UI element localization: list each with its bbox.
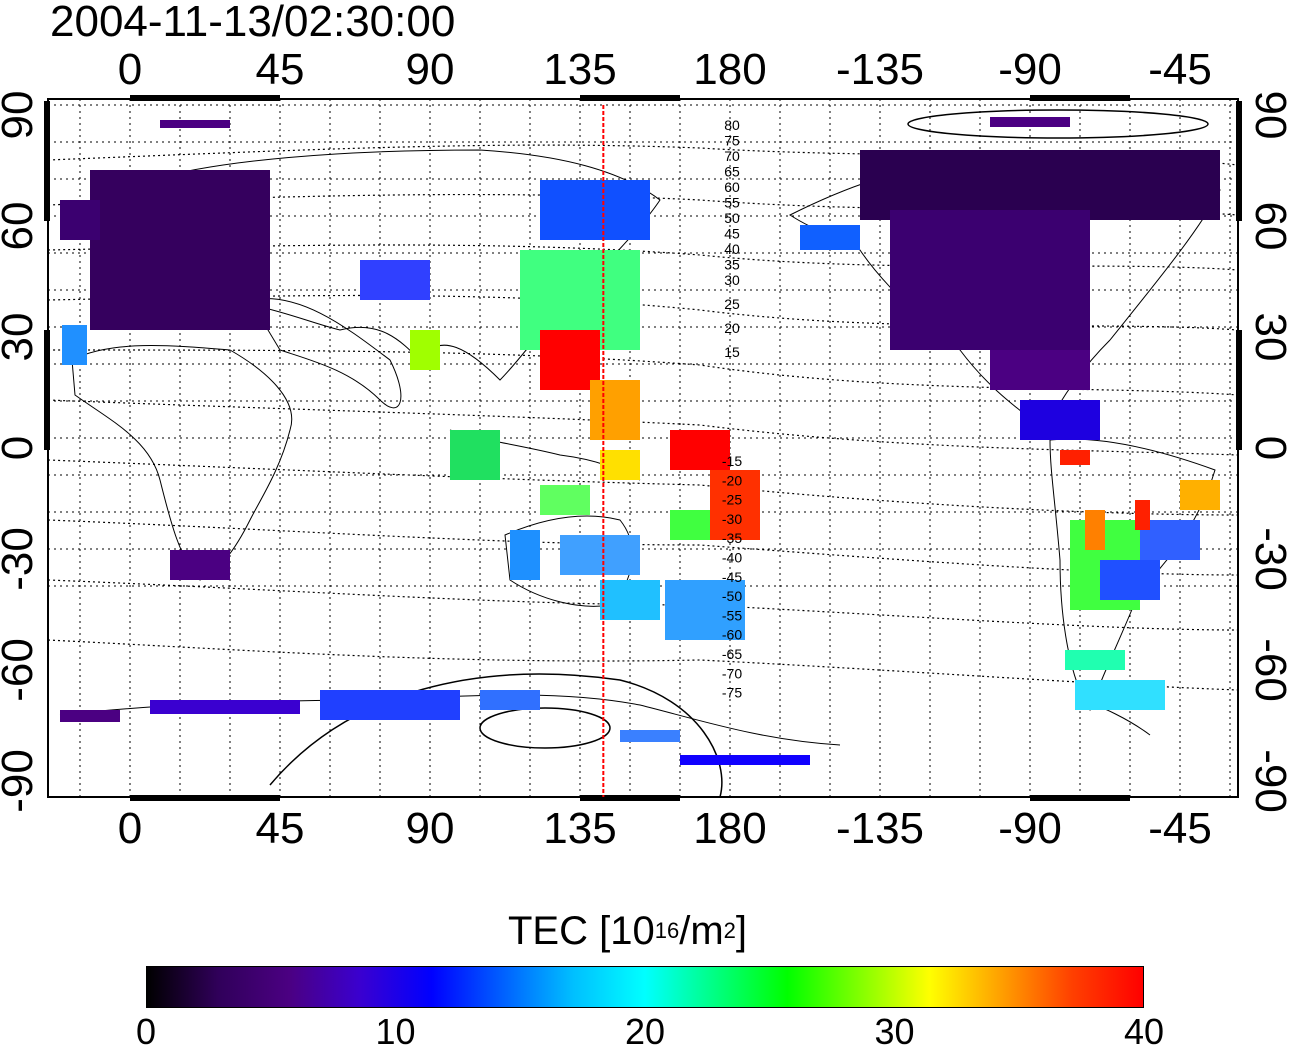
lat-label-left: 0 (0, 436, 42, 460)
lon-label-bottom: -90 (998, 804, 1062, 853)
lon-label-top: -90 (998, 45, 1062, 94)
dip-label: -35 (722, 530, 742, 546)
dip-label: 15 (724, 344, 740, 360)
dip-label: 60 (724, 179, 740, 195)
dip-label: 45 (724, 226, 740, 242)
tec-map: 0 45 90 135 180 -135 -90 -45 0 45 90 135 180 -135 -90… (0, 45, 1292, 853)
timestamp: 2004-11-13/02:30:00 (50, 0, 456, 46)
dip-label: -75 (722, 685, 742, 701)
tec-data-australia (510, 485, 745, 640)
colorbar-tick-label: 30 (874, 1011, 915, 1052)
tec-data-asia-pacific (360, 180, 760, 540)
colorbar-tick-label: 20 (624, 1011, 666, 1052)
lon-label-top: 90 (406, 45, 455, 94)
dip-label: -40 (722, 550, 742, 566)
lat-label-left: -60 (0, 638, 42, 702)
lat-label-left: 60 (0, 202, 42, 251)
tec-data-north-america (800, 150, 1220, 465)
dip-label: -25 (722, 492, 742, 508)
colorbar-title: TEC [1016/m2] (508, 909, 748, 953)
lon-label-top: -45 (1148, 45, 1212, 94)
dip-label: -15 (722, 453, 742, 469)
lon-label-bottom: 180 (693, 804, 766, 853)
dip-label: -20 (722, 472, 742, 488)
longitude-labels-top: 0 45 90 135 180 -135 -90 -45 (118, 45, 1212, 94)
dip-label: 75 (724, 133, 740, 149)
lon-label-top: 180 (693, 45, 766, 94)
dip-label: 50 (724, 210, 740, 226)
colorbar (146, 966, 1144, 1008)
frame-edge-bars (44, 95, 1242, 801)
dip-label: -65 (722, 646, 742, 662)
dip-label: 55 (724, 195, 740, 211)
colorbar-tick-label: 0 (135, 1011, 157, 1052)
tec-data-south-america (1065, 480, 1220, 710)
latitude-labels-right: 90 60 30 0 -30 -60 -90 (1246, 91, 1292, 813)
dip-label: 20 (724, 320, 740, 336)
colorbar-tick-label: 10 (375, 1011, 416, 1052)
lat-label-right: -60 (1246, 638, 1292, 702)
lat-label-right: 30 (1246, 313, 1292, 362)
lat-label-left: -90 (0, 749, 42, 813)
latitude-labels-left: 90 60 30 0 -30 -60 -90 (0, 91, 42, 813)
dip-label: -50 (722, 588, 742, 604)
longitude-labels-bottom: 0 45 90 135 180 -135 -90 -45 (118, 804, 1212, 853)
dip-label: 70 (724, 148, 740, 164)
lat-label-right: -30 (1246, 527, 1292, 591)
colorbar-tick-label: 40 (1123, 1011, 1165, 1052)
dip-pole-contours (269, 109, 1209, 797)
dip-label: -55 (722, 607, 742, 623)
lon-label-top: 135 (543, 45, 616, 94)
lon-label-bottom: 45 (256, 804, 305, 853)
lon-label-bottom: 135 (543, 804, 616, 853)
dip-label: -30 (722, 511, 742, 527)
lat-label-left: 90 (0, 91, 42, 140)
lon-label-bottom: 90 (406, 804, 455, 853)
dip-label: -45 (722, 569, 742, 585)
tec-data-europe (60, 170, 270, 580)
dip-label: 30 (724, 272, 740, 288)
lon-label-bottom: 0 (118, 804, 142, 853)
dip-label: 40 (724, 241, 740, 257)
dip-label: -60 (722, 627, 742, 643)
lat-label-right: -90 (1246, 749, 1292, 813)
tec-data-antarctica (60, 117, 1070, 765)
dip-label: 80 (724, 117, 740, 133)
lat-label-left: 30 (0, 313, 42, 362)
dip-label: 65 (724, 164, 740, 180)
dip-label: 25 (724, 296, 740, 312)
lat-label-right: 0 (1246, 436, 1292, 460)
lon-label-top: 0 (118, 45, 142, 94)
lon-label-top: -135 (836, 45, 924, 94)
lon-label-top: 45 (256, 45, 305, 94)
dip-label: -70 (722, 665, 742, 681)
lat-label-right: 90 (1246, 91, 1292, 140)
lat-label-right: 60 (1246, 202, 1292, 251)
lon-label-bottom: -135 (836, 804, 924, 853)
lat-label-left: -30 (0, 527, 42, 591)
lon-label-bottom: -45 (1148, 804, 1212, 853)
dip-label: 35 (724, 257, 740, 273)
